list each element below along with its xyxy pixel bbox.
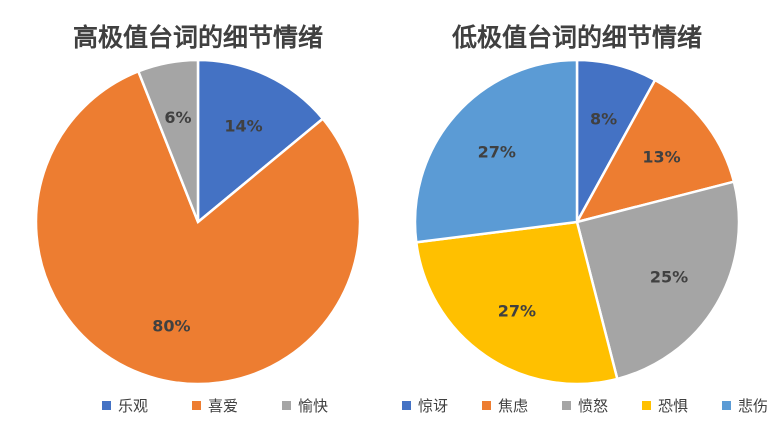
pie-slice-愤怒 [575,180,741,381]
pie-slice-喜爱 [34,69,362,386]
chart-title: 高极值台词的细节情绪 [73,23,323,52]
legend-swatch-愉快 [282,401,291,410]
legend-swatch-悲伤 [722,401,731,410]
legend-swatch-喜爱 [192,401,201,410]
data-label-愉快: 6% [164,108,191,127]
data-label-惊讶: 8% [590,109,617,128]
legend-label-喜爱: 喜爱 [208,397,238,415]
pie-data-labels: 14% 80% 6% [152,108,262,336]
legend-label-愤怒: 愤怒 [578,397,608,415]
pie-slice-乐观 [196,58,325,225]
data-label-乐观: 14% [224,116,262,135]
legend-label-恐惧: 恐惧 [658,397,688,415]
legend-label-悲伤: 悲伤 [738,397,768,415]
legend-label-焦虑: 焦虑 [498,397,528,415]
legend-swatch-恐惧 [642,401,651,410]
legend-label-乐观: 乐观 [118,397,148,415]
legend-swatch-乐观 [102,401,111,410]
pie-slices [413,58,741,386]
legend-swatch-愤怒 [562,401,571,410]
chart-low-extreme: 低极值台词的细节情绪 8% 13% 25% 27% 27% 惊讶 焦虑 愤怒 恐惧 悲伤 [402,23,768,415]
pie-slice-恐惧 [414,220,619,386]
pie-slice-焦虑 [574,78,736,224]
legend-label-愉快: 愉快 [298,397,328,415]
legend-label-惊讶: 惊讶 [418,397,448,415]
legend: 乐观 喜爱 愉快 [102,397,328,415]
legend-swatch-惊讶 [402,401,411,410]
pie-slice-悲伤 [413,58,579,244]
data-label-喜爱: 80% [152,317,190,336]
pie-data-labels: 8% 13% 25% 27% 27% [478,109,688,320]
legend: 惊讶 焦虑 愤怒 恐惧 悲伤 [402,397,768,415]
legend-swatch-焦虑 [482,401,491,410]
pie-slices [34,58,362,386]
data-label-恐惧: 27% [498,301,536,320]
data-label-焦虑: 13% [642,148,680,167]
pie-slice-愉快 [136,58,200,223]
data-label-愤怒: 25% [650,267,688,286]
chart-title: 低极值台词的细节情绪 [451,23,702,52]
chart-high-extreme: 高极值台词的细节情绪 14% 80% 6% 乐观 喜爱 愉快 [34,23,362,415]
data-label-悲伤: 27% [478,142,516,161]
